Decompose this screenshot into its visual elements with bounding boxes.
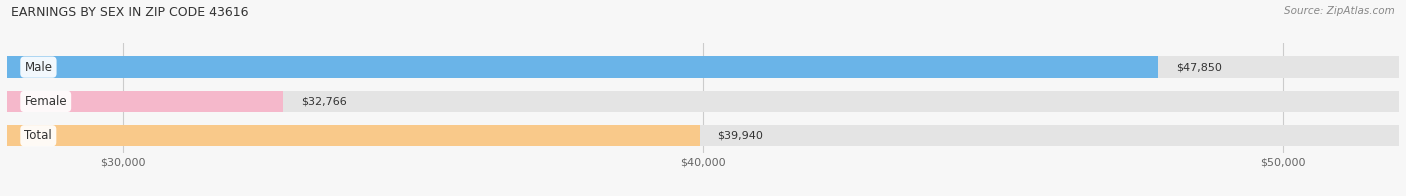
Text: Female: Female [24, 95, 67, 108]
Text: $47,850: $47,850 [1175, 62, 1222, 72]
Bar [7, 91, 1399, 112]
Text: EARNINGS BY SEX IN ZIP CODE 43616: EARNINGS BY SEX IN ZIP CODE 43616 [11, 6, 249, 19]
Bar [7, 125, 700, 146]
Bar [7, 91, 284, 112]
Text: Source: ZipAtlas.com: Source: ZipAtlas.com [1284, 6, 1395, 16]
Bar [7, 56, 1159, 78]
Text: Male: Male [24, 61, 52, 74]
Text: $32,766: $32,766 [301, 96, 347, 106]
Bar [7, 125, 1399, 146]
Text: Total: Total [24, 129, 52, 142]
Text: $39,940: $39,940 [717, 131, 763, 141]
Bar [7, 56, 1399, 78]
